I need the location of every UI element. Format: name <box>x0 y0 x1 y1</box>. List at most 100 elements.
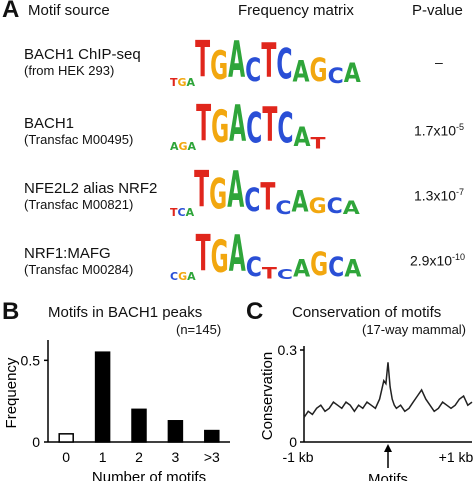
logo-letter-c: C <box>245 253 262 284</box>
x-tick-label-right: +1 kb <box>439 449 474 465</box>
panel-c-letter: C <box>246 298 264 325</box>
logo-letter-t: T <box>310 134 326 153</box>
logo-letter-t: T <box>195 33 211 91</box>
motif-arrow-head <box>384 444 392 452</box>
x-tick-label: 3 <box>172 449 180 465</box>
conservation-line <box>303 362 473 418</box>
logo-letter: A <box>170 140 179 153</box>
bar-2 <box>131 408 147 443</box>
logo-letter-t: T <box>261 36 277 91</box>
bar-3 <box>167 420 184 443</box>
logo-letter-c: C <box>277 105 294 154</box>
logo-letter-a: A <box>291 186 309 220</box>
x-axis-label: Number of motifs <box>92 469 206 481</box>
logo-letter-a: A <box>228 227 246 285</box>
p-value-mantissa: 2.9x10 <box>410 252 453 269</box>
panel-a-letter: A <box>2 0 20 23</box>
logo-letter: G <box>177 76 187 89</box>
p-value-exponent: -10 <box>452 252 466 262</box>
x-tick-label-left: -1 kb <box>282 449 313 465</box>
bar->3 <box>204 429 220 443</box>
p-value-exponent: -7 <box>456 187 465 197</box>
logo-letter-t: T <box>260 177 276 220</box>
logo-letter-c: C <box>275 197 292 219</box>
p-value-exponent: -5 <box>456 122 465 132</box>
logo-letter-a: A <box>343 59 361 90</box>
logo-letter-c: C <box>276 267 294 283</box>
logo-letter-g: G <box>211 103 230 155</box>
logo-letter-t: T <box>261 264 277 283</box>
panel-b-title: Motifs in BACH1 peaks <box>48 304 203 321</box>
logo-letter-t: T <box>262 100 278 155</box>
motif-row-4: NRF1:MAFG (Transfac M00284) <box>24 245 133 277</box>
logo-letter: T <box>170 76 178 89</box>
logo-letter-g: G <box>308 194 327 219</box>
logo-letter-a: A <box>344 256 362 284</box>
logo-letter: T <box>170 206 178 219</box>
p-value-1: – <box>435 54 443 70</box>
p-value-mantissa: 1.7x10 <box>414 122 457 139</box>
p-value-4: 2.9x10-10 <box>410 252 465 269</box>
logo-letter: G <box>178 140 188 153</box>
logo-letter-g: G <box>210 44 229 90</box>
bar-1 <box>94 351 111 443</box>
logo-letter-t: T <box>194 163 210 221</box>
logo-letter-c: C <box>326 194 343 219</box>
x-tick-label: 1 <box>99 449 107 465</box>
motif-source: (Transfac M00284) <box>24 262 134 277</box>
panel-b-letter: B <box>2 298 20 325</box>
motif-name: BACH1 ChIP-seq <box>24 46 141 63</box>
logo-letter-c: C <box>244 183 261 220</box>
logo-letter-t: T <box>196 97 212 155</box>
y-axis-label: Conservation <box>259 352 276 440</box>
motif-row-1: BACH1 ChIP-seq (from HEK 293) <box>24 46 141 78</box>
motif-row-3: NFE2L2 alias NRF2 (Transfac M00821) <box>24 180 157 212</box>
logo-letter: A <box>185 206 195 219</box>
logo-letter-c: C <box>276 41 293 90</box>
logo-letter-g: G <box>210 233 229 285</box>
motif-name: NFE2L2 alias NRF2 <box>24 180 158 197</box>
motif-name: NRF1:MAFG <box>24 245 111 262</box>
y-axis-label: Frequency <box>3 357 20 428</box>
line-chart: 0 0.3 -1 kb +1 kb Motifs Conservation <box>259 342 474 481</box>
logo-letter-a: A <box>293 256 311 284</box>
bar-chart: 0 0.5 0 1 2 3 >3 Frequency Number of motifs <box>3 340 230 481</box>
logo-letter: G <box>178 270 188 283</box>
motif-source: (from HEK 293) <box>24 63 115 78</box>
logo-letter-g: G <box>309 53 328 90</box>
y-tick-label: 0 <box>289 434 297 450</box>
y-tick-label: 0 <box>32 434 40 450</box>
p-value-2: 1.7x10-5 <box>414 122 464 139</box>
header-motif-source: Motif source <box>28 2 110 19</box>
panel-c-subtitle: (17-way mammal) <box>362 322 467 337</box>
logo-letter-a: A <box>292 56 310 90</box>
header-p-value: P-value <box>412 2 463 19</box>
logo-letter-t: T <box>195 227 211 285</box>
logo-letter-c: C <box>327 64 344 89</box>
logo-letter: A <box>186 76 196 89</box>
logo-letter: A <box>187 270 196 283</box>
logo-letter-a: A <box>229 97 247 155</box>
logo-letter: C <box>170 270 179 283</box>
logo-letter: A <box>187 140 197 153</box>
logo-letter-c: C <box>245 53 262 90</box>
logo-letter-a: A <box>293 123 311 154</box>
x-tick-label: >3 <box>204 449 220 465</box>
motif-row-2: BACH1 (Transfac M00495) <box>24 115 133 147</box>
motifs-annotation: Motifs <box>368 471 408 481</box>
logo-letter-a: A <box>342 197 360 219</box>
logo-letter-a: A <box>228 33 246 91</box>
y-tick-label: 0.3 <box>278 342 298 358</box>
p-value-3: 1.3x10-7 <box>414 187 464 204</box>
panel-c-title: Conservation of motifs <box>292 304 442 321</box>
x-tick-label: 2 <box>135 449 143 465</box>
panel-b-subtitle: (n=145) <box>176 322 222 337</box>
x-tick-label: 0 <box>62 449 70 465</box>
logo-letter-g: G <box>209 171 228 220</box>
p-value-mantissa: 1.3x10 <box>414 187 457 204</box>
header-frequency-matrix: Frequency matrix <box>238 2 354 19</box>
